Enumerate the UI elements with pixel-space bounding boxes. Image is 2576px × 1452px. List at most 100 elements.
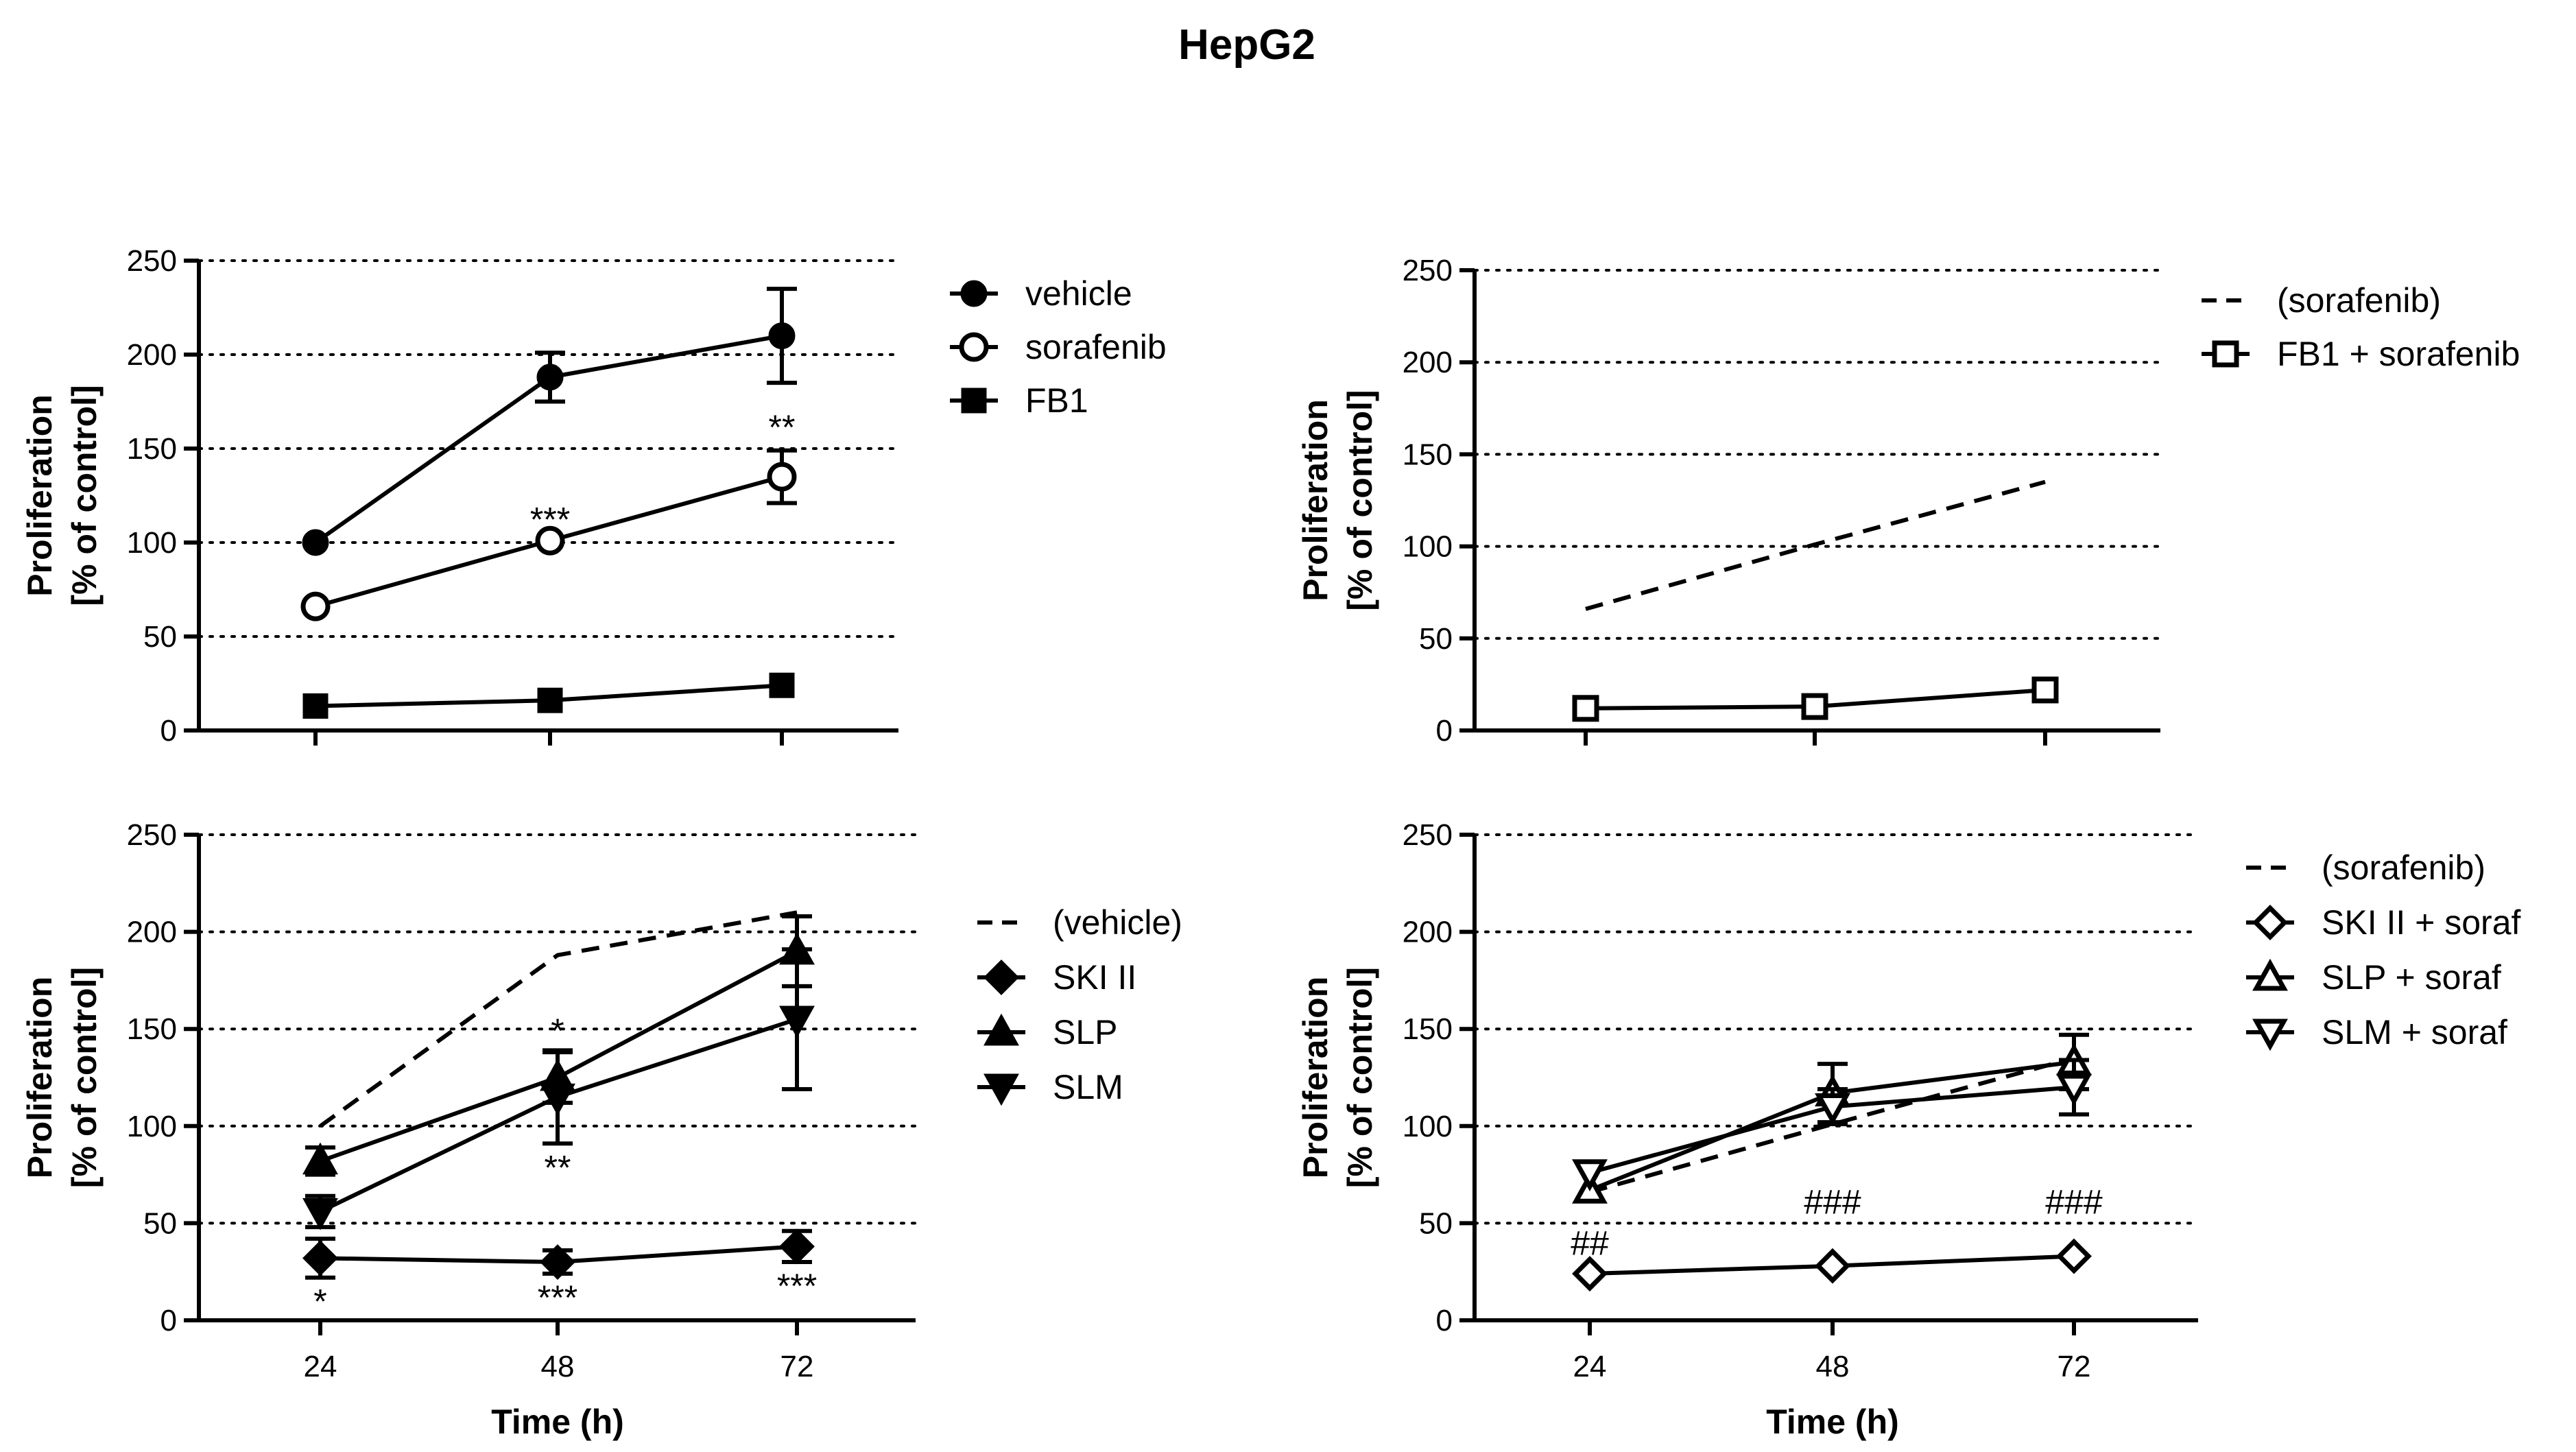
data-point-ski-ii [540,1244,575,1280]
legend-marker-sorafenib [959,332,989,362]
legend-label-fb1-sorafenib: FB1 + sorafenib [2277,335,2520,373]
y-tick-label: 250 [127,818,177,852]
legend-marker-slp [983,1013,1019,1046]
x-axis-label: Time (h) [491,1403,624,1441]
data-point-vehicle [768,322,796,350]
legend-label-ski-ii: SKI II [1053,958,1136,997]
y-tick-label: 0 [1436,1304,1453,1337]
data-point-fb1-sorafenib [2031,676,2059,704]
y-axis-label: [% of control] [65,967,104,1188]
y-tick-label: 0 [1436,714,1453,748]
data-point-ski-ii-soraf [2056,1238,2092,1274]
x-tick-label: 24 [1573,1350,1607,1383]
chart-bottom-right: 0 50 100 150 200 250 24 48 72 Proliferation [% of … [1296,818,2521,1441]
x-tick-label: 72 [2058,1350,2091,1383]
significance-annotation: * [551,1012,564,1050]
data-point-fb1-sorafenib [1572,695,1599,722]
data-point-slp [302,1142,338,1175]
data-point-vehicle [302,529,329,556]
y-axis-label: Proliferation [1296,977,1335,1178]
legend-marker-fb1-sorafenib [2212,340,2239,368]
data-point-sorafenib [535,525,565,556]
data-point-fb1-sorafenib [1801,693,1828,720]
legend-label-fb1: FB1 [1025,381,1088,420]
y-tick-label: 50 [143,1206,177,1240]
y-tick-label: 200 [127,338,177,372]
y-axis-label: Proliferation [21,977,59,1178]
y-tick-label: 50 [1419,1206,1453,1240]
x-tick-label: 24 [304,1350,337,1383]
y-tick-label: 150 [127,1012,177,1046]
y-axis-label: [% of control] [1341,967,1379,1188]
significance-annotation: *** [777,1267,817,1305]
legend-marker-vehicle [960,280,988,307]
y-tick-label: 50 [143,620,177,654]
legend-label-sorafenib: sorafenib [1025,328,1167,366]
significance-annotation: ## [1571,1224,1609,1263]
legend-label-slp: SLP [1053,1013,1118,1051]
series-line-sorafenib [1585,479,2046,611]
y-axis-label: Proliferation [1296,399,1335,601]
legend-label-vehicle: (vehicle) [1053,903,1182,942]
y-tick-label: 250 [1403,254,1453,287]
data-point-ski-ii-soraf [1815,1248,1850,1284]
legend-marker-ski-ii-soraf [2252,905,2288,940]
chart-top-right: 0 50 100 150 200 250 Proliferation [% of contro… [1296,254,2520,748]
x-axis-label: Time (h) [1766,1403,1899,1441]
legend-marker-slp-soraf [2252,958,2288,991]
y-tick-label: 250 [1403,818,1453,852]
y-tick-label: 100 [1403,1110,1453,1143]
y-tick-label: 250 [127,244,177,278]
significance-annotation: *** [530,500,570,538]
data-point-slm [779,1005,815,1038]
data-point-fb1 [537,687,563,713]
x-tick-label: 48 [541,1350,575,1383]
y-axis-label: Proliferation [21,394,59,596]
significance-annotation: ** [545,1148,571,1187]
legend-label-slp-soraf: SLP + soraf [2322,958,2501,997]
chart-top-left: 0 50 100 150 200 250 Proliferation [% of contro… [21,244,1167,748]
y-tick-label: 0 [160,1304,177,1337]
legend-label-vehicle: vehicle [1025,274,1132,313]
data-point-sorafenib [300,591,331,621]
data-point-slm-soraf [1572,1159,1608,1191]
y-tick-label: 200 [1403,916,1453,949]
data-point-sorafenib [767,462,797,492]
significance-annotation: * [313,1283,326,1321]
significance-annotation: ** [769,408,796,447]
x-tick-label: 72 [780,1350,814,1383]
data-point-slm-soraf [2056,1073,2092,1106]
y-tick-label: 150 [1403,438,1453,471]
y-tick-label: 100 [127,1110,177,1143]
chart-bottom-left: 0 50 100 150 200 250 24 48 72 Proliferation [% of … [21,818,1182,1441]
data-point-slm-soraf [1815,1093,1850,1126]
y-tick-label: 150 [127,432,177,466]
legend-marker-slm-soraf [2252,1019,2288,1051]
y-axis-label: [% of control] [65,385,104,606]
legend-marker-ski-ii [983,960,1019,995]
data-point-ski-ii-soraf [1572,1256,1608,1292]
y-axis-label: [% of control] [1341,390,1379,610]
data-point-fb1 [302,693,329,719]
significance-annotation: *** [538,1278,577,1317]
series-line-sorafenib [1589,1056,2075,1194]
data-point-slm [540,1083,575,1116]
y-tick-label: 200 [1403,346,1453,379]
y-tick-label: 0 [160,714,177,748]
legend-marker-slm [983,1073,1019,1106]
y-tick-label: 200 [127,916,177,949]
x-tick-label: 48 [1816,1350,1850,1383]
legend-marker-fb1 [961,388,987,414]
figure-title: HepG2 [1178,21,1315,69]
y-tick-label: 100 [1403,530,1453,564]
data-point-slm [302,1198,338,1230]
legend-label-ski-ii-soraf: SKI II + soraf [2322,903,2521,942]
data-point-ski-ii [302,1240,338,1276]
data-point-vehicle [536,364,564,391]
series-line-vehicle [319,910,798,1128]
legend-label-sorafenib: (sorafenib) [2277,281,2441,320]
data-point-fb1 [769,672,795,698]
legend-label-slm: SLM [1053,1068,1123,1106]
y-tick-label: 100 [127,526,177,560]
